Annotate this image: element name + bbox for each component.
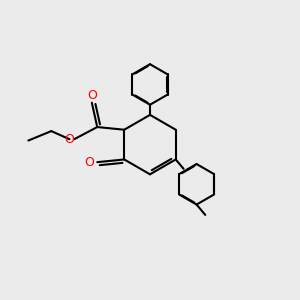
Text: O: O <box>64 133 74 146</box>
Text: O: O <box>85 156 94 169</box>
Text: O: O <box>87 89 97 103</box>
